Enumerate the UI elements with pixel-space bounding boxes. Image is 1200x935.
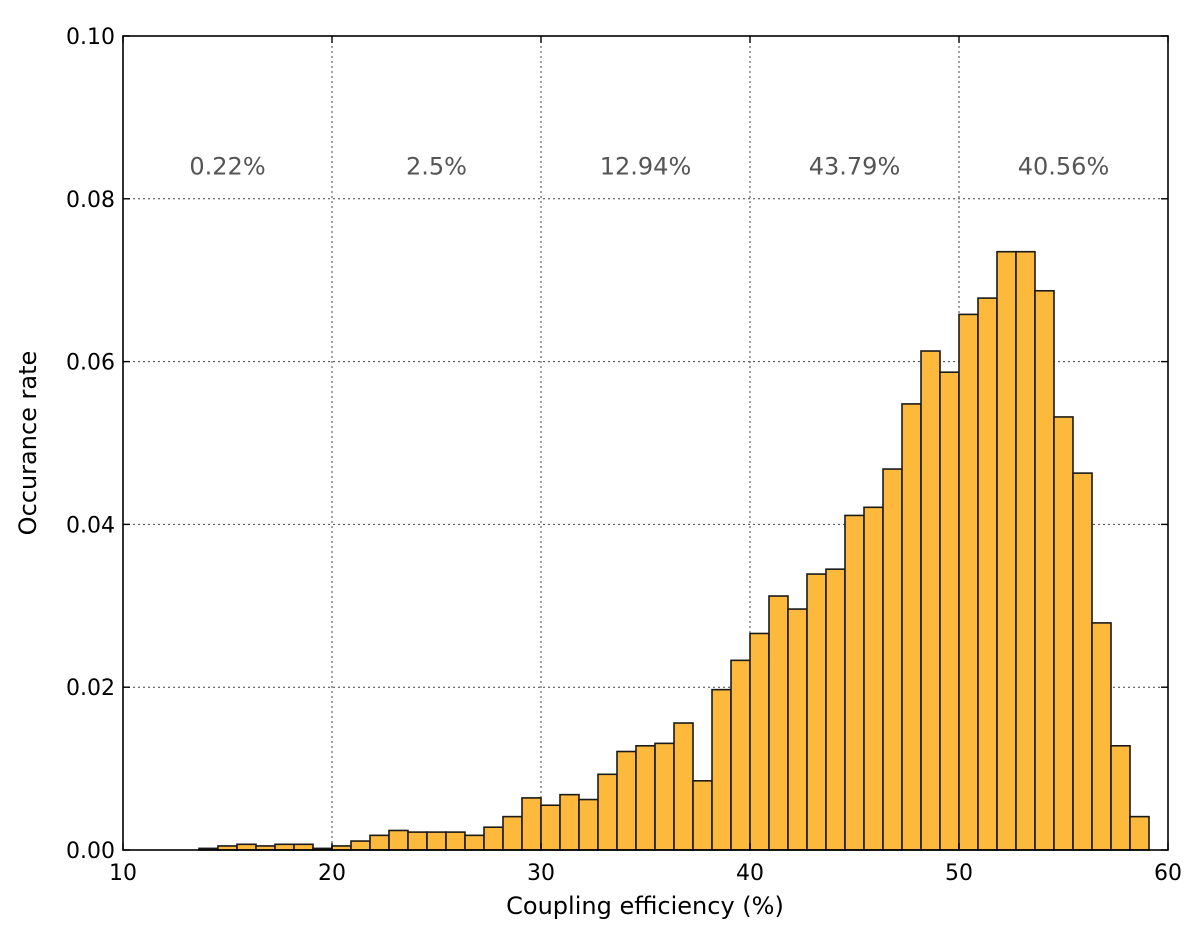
histogram-bars bbox=[198, 250, 1150, 851]
y-tick-label: 0.08 bbox=[66, 188, 115, 213]
y-tick-label: 0.04 bbox=[66, 513, 115, 538]
histogram-bar bbox=[616, 750, 637, 851]
histogram-bar bbox=[654, 742, 675, 851]
histogram-bar bbox=[274, 843, 295, 851]
histogram-bar bbox=[236, 843, 257, 851]
histogram-bar bbox=[1091, 622, 1112, 851]
histogram-bar bbox=[768, 595, 789, 851]
x-tick-label: 50 bbox=[945, 861, 973, 886]
histogram-bar bbox=[597, 773, 618, 851]
histogram-bar bbox=[293, 843, 314, 851]
histogram-bar bbox=[502, 815, 523, 851]
histogram-bar bbox=[673, 722, 694, 851]
histogram-bar bbox=[1072, 472, 1093, 851]
histogram-bar bbox=[692, 780, 713, 851]
histogram-bar bbox=[882, 468, 903, 851]
x-tick-label: 40 bbox=[736, 861, 764, 886]
histogram-bar bbox=[711, 688, 732, 851]
histogram-bar bbox=[559, 793, 580, 851]
x-tick-label: 20 bbox=[318, 861, 346, 886]
histogram-bar bbox=[369, 834, 390, 851]
histogram-bar bbox=[939, 371, 960, 851]
histogram-bar bbox=[1110, 745, 1131, 851]
region-percentage-label: 12.94% bbox=[600, 152, 692, 180]
x-tick-label: 30 bbox=[527, 861, 555, 886]
histogram-bar bbox=[806, 573, 827, 851]
region-percentage-label: 2.5% bbox=[406, 152, 467, 180]
histogram-bar bbox=[521, 797, 542, 851]
histogram-bar bbox=[407, 831, 428, 851]
histogram-bar bbox=[749, 632, 770, 851]
histogram-bar bbox=[1015, 250, 1036, 851]
y-tick-label: 0.10 bbox=[66, 25, 115, 50]
region-annotations: 0.22% 2.5% 12.94% 43.79% 40.56% bbox=[189, 152, 1109, 180]
histogram-bar bbox=[901, 403, 922, 851]
x-tick-label: 10 bbox=[109, 861, 137, 886]
y-tick-labels: 0.00 0.02 0.04 0.06 0.08 0.10 bbox=[66, 25, 115, 864]
x-tick-label: 60 bbox=[1154, 861, 1182, 886]
histogram-bar bbox=[464, 834, 485, 851]
region-percentage-label: 40.56% bbox=[1018, 152, 1110, 180]
histogram-bar bbox=[578, 798, 599, 851]
histogram-bar bbox=[787, 608, 808, 851]
histogram-bar bbox=[920, 350, 941, 851]
histogram-bar bbox=[844, 514, 865, 851]
axis-ticks bbox=[122, 35, 1169, 851]
x-tick-labels: 10 20 30 40 50 60 bbox=[109, 861, 1182, 886]
histogram-bar bbox=[958, 313, 979, 851]
histogram-bar bbox=[350, 840, 371, 851]
histogram-bar bbox=[1053, 416, 1074, 851]
histogram-bar bbox=[426, 831, 447, 851]
histogram-bar bbox=[483, 826, 504, 851]
region-percentage-label: 0.22% bbox=[189, 152, 265, 180]
y-tick-label: 0.00 bbox=[66, 839, 115, 864]
histogram-bar bbox=[977, 297, 998, 851]
histogram-bar bbox=[635, 745, 656, 851]
y-axis-label: Occurance rate bbox=[14, 351, 42, 536]
histogram-bar bbox=[1034, 289, 1055, 851]
histogram-bar bbox=[1129, 815, 1150, 851]
plot-frame bbox=[122, 35, 1169, 851]
histogram-bar bbox=[996, 250, 1017, 851]
histogram-bar bbox=[388, 829, 409, 851]
histogram-bar bbox=[863, 506, 884, 851]
histogram-bar bbox=[445, 831, 466, 851]
histogram-bar bbox=[825, 568, 846, 851]
y-tick-label: 0.02 bbox=[66, 676, 115, 701]
y-tick-label: 0.06 bbox=[66, 351, 115, 376]
region-percentage-label: 43.79% bbox=[809, 152, 901, 180]
histogram-bar bbox=[540, 804, 561, 851]
x-axis-label: Coupling efficiency (%) bbox=[506, 892, 784, 920]
histogram-bar bbox=[730, 659, 751, 851]
